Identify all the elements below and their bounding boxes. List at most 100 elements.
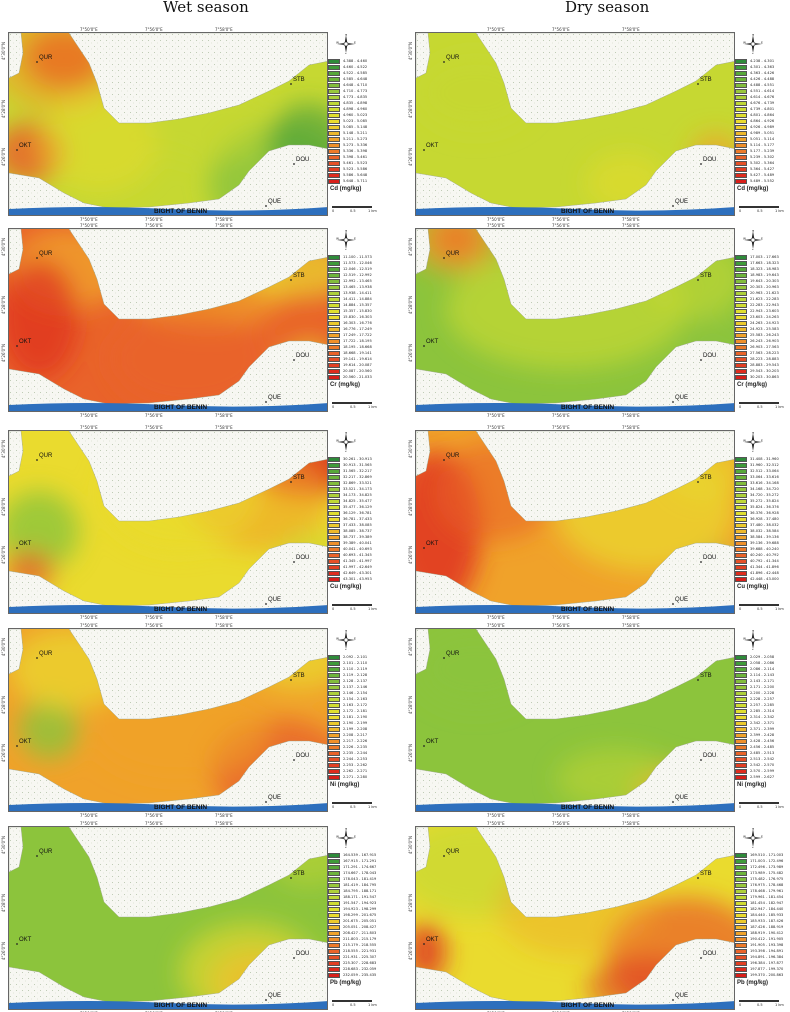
legend-entry: 205.051 - 208.427	[328, 924, 388, 930]
svg-text:E: E	[354, 237, 356, 241]
legend-title: Pb (mg/kg)	[737, 980, 768, 986]
legend-swatch	[328, 70, 340, 76]
legend-swatch	[735, 852, 747, 858]
legend-range-label: 5.489 - 5.552	[750, 179, 775, 183]
legend-entry: 5.364 - 5.427	[735, 166, 790, 172]
legend-entry: 20.087 - 20.560	[328, 368, 388, 374]
longitude-tick-label: 7°50'0"E	[80, 623, 98, 628]
legend-range-label: 4.835 - 4.898	[343, 101, 368, 105]
svg-text:S: S	[345, 648, 347, 650]
legend-entry: 15.357 - 15.830	[328, 308, 388, 314]
longitude-tick-label: 7°56'0"E	[552, 413, 570, 418]
legend-range-label: 13.465 - 13.938	[343, 285, 372, 289]
legend-range-label: 2.399 - 2.428	[750, 733, 775, 737]
legend-swatch	[328, 504, 340, 510]
legend-entry: 2.110 - 2.119	[328, 666, 388, 672]
station-label: QUR	[39, 251, 53, 257]
legend-swatch	[328, 696, 340, 702]
station-label: STB	[293, 871, 305, 877]
land-area	[475, 33, 734, 124]
legend-range-label: 4.739 - 4.801	[750, 107, 775, 111]
scale-bar-label: 0.5	[350, 209, 356, 213]
legend-range-label: 169.510 - 171.003	[750, 853, 784, 857]
svg-text:N: N	[752, 828, 754, 831]
sea-label: BIGHT OF BENIN	[561, 208, 614, 215]
legend-entry: 182.947 - 184.440	[735, 906, 790, 912]
legend-swatch	[735, 356, 747, 362]
map-panel-ni-dry: 7°50'0"E 7°50'0"E 7°56'0"E 7°56'0"E 7°58'0"E…	[407, 614, 790, 818]
legend-swatch	[735, 474, 747, 480]
legend-swatch	[328, 534, 340, 540]
legend-entry: 178.468 - 179.961	[735, 888, 790, 894]
legend-swatch	[735, 570, 747, 576]
station-marker	[265, 999, 267, 1001]
legend-swatch	[735, 870, 747, 876]
legend-entry: 175.482 - 176.975	[735, 876, 790, 882]
station-label: DOU	[703, 753, 716, 759]
longitude-tick-label: 7°58'0"E	[215, 623, 233, 628]
svg-text:E: E	[761, 637, 763, 641]
legend-entry: 4.835 - 4.898	[328, 100, 388, 106]
legend-range-label: 21.623 - 22.283	[750, 297, 779, 301]
legend-range-label: 198.299 - 201.675	[343, 913, 377, 917]
legend-entry: 42.448 - 43.000	[735, 576, 790, 582]
legend-swatch	[328, 148, 340, 154]
legend-swatch	[735, 498, 747, 504]
longitude-tick-label: 7°58'0"E	[622, 821, 640, 826]
map-surface: BIGHT OF BENIN QUR STB OKT DOU QUE	[9, 229, 327, 411]
interpolation-map: BIGHT OF BENIN QUR STB OKT DOU QUE	[415, 228, 735, 412]
legend-swatch	[735, 732, 747, 738]
legend-range-label: 30.913 - 31.565	[343, 463, 372, 467]
sea-label: BIGHT OF BENIN	[154, 404, 207, 411]
legend-range-label: 16.776 - 17.249	[343, 327, 372, 331]
legend-swatch	[328, 480, 340, 486]
legend-swatch	[735, 864, 747, 870]
station-marker	[443, 855, 445, 857]
legend-entry: 232.059 - 235.435	[328, 972, 388, 978]
legend-range-label: 2.171 - 2.200	[750, 685, 775, 689]
scale-bar-label: 1 km	[368, 209, 377, 213]
legend-entry: 184.795 - 188.171	[328, 888, 388, 894]
legend-range-label: 2.181 - 2.190	[343, 715, 368, 719]
longitude-tick-label: 7°50'0"E	[487, 413, 505, 418]
legend-swatch	[328, 738, 340, 744]
north-arrow-icon: N E W S	[743, 629, 763, 653]
legend-entry: 30.261 - 30.913	[328, 456, 388, 462]
legend-swatch	[735, 516, 747, 522]
concentration-zone	[416, 229, 501, 274]
legend-range-label: 33.616 - 34.168	[750, 481, 779, 485]
legend-range-label: 184.440 - 185.933	[750, 913, 784, 917]
latitude-tick-label: 4°26'0"N	[1, 546, 6, 565]
station-marker	[443, 257, 445, 259]
sea-label: BIGHT OF BENIN	[561, 1002, 614, 1009]
legend-swatch	[735, 708, 747, 714]
legend-range-label: 38.584 - 39.136	[750, 535, 779, 539]
svg-text:E: E	[354, 439, 356, 443]
latitude-tick-label: 4°30'0"N	[408, 42, 413, 61]
legend-entry: 39.688 - 40.240	[735, 546, 790, 552]
sea-strip	[416, 803, 734, 811]
legend-entry: 28.883 - 29.543	[735, 362, 790, 368]
legend-range-label: 2.257 - 2.285	[750, 703, 775, 707]
legend-swatch	[328, 528, 340, 534]
longitude-tick-label: 7°56'0"E	[552, 813, 570, 818]
legend-entry: 5.461 - 5.523	[328, 160, 388, 166]
station-marker	[672, 999, 674, 1001]
map-panel-pb-wet: 7°50'0"E 7°50'0"E 7°56'0"E 7°56'0"E 7°58'0"E…	[0, 812, 390, 1012]
legend-swatch	[735, 774, 747, 780]
legend-swatch	[328, 130, 340, 136]
legend-swatch	[735, 690, 747, 696]
legend-entry: 2.570 - 2.599	[735, 768, 790, 774]
legend-swatch	[735, 942, 747, 948]
station-label: DOU	[296, 353, 309, 359]
legend-swatch	[735, 154, 747, 160]
svg-text:W: W	[743, 237, 746, 241]
legend-entry: 191.905 - 193.398	[735, 942, 790, 948]
legend-entry: 30.203 - 30.863	[735, 374, 790, 380]
station-marker	[423, 345, 425, 347]
legend-entry: 36.928 - 37.480	[735, 516, 790, 522]
interpolation-map: BIGHT OF BENIN QUR STB OKT DOU QUE	[415, 430, 735, 614]
legend-range-label: 2.244 - 2.253	[343, 757, 368, 761]
latitude-tick-label: 4°26'0"N	[408, 148, 413, 167]
legend-range-label: 2.190 - 2.199	[343, 721, 368, 725]
